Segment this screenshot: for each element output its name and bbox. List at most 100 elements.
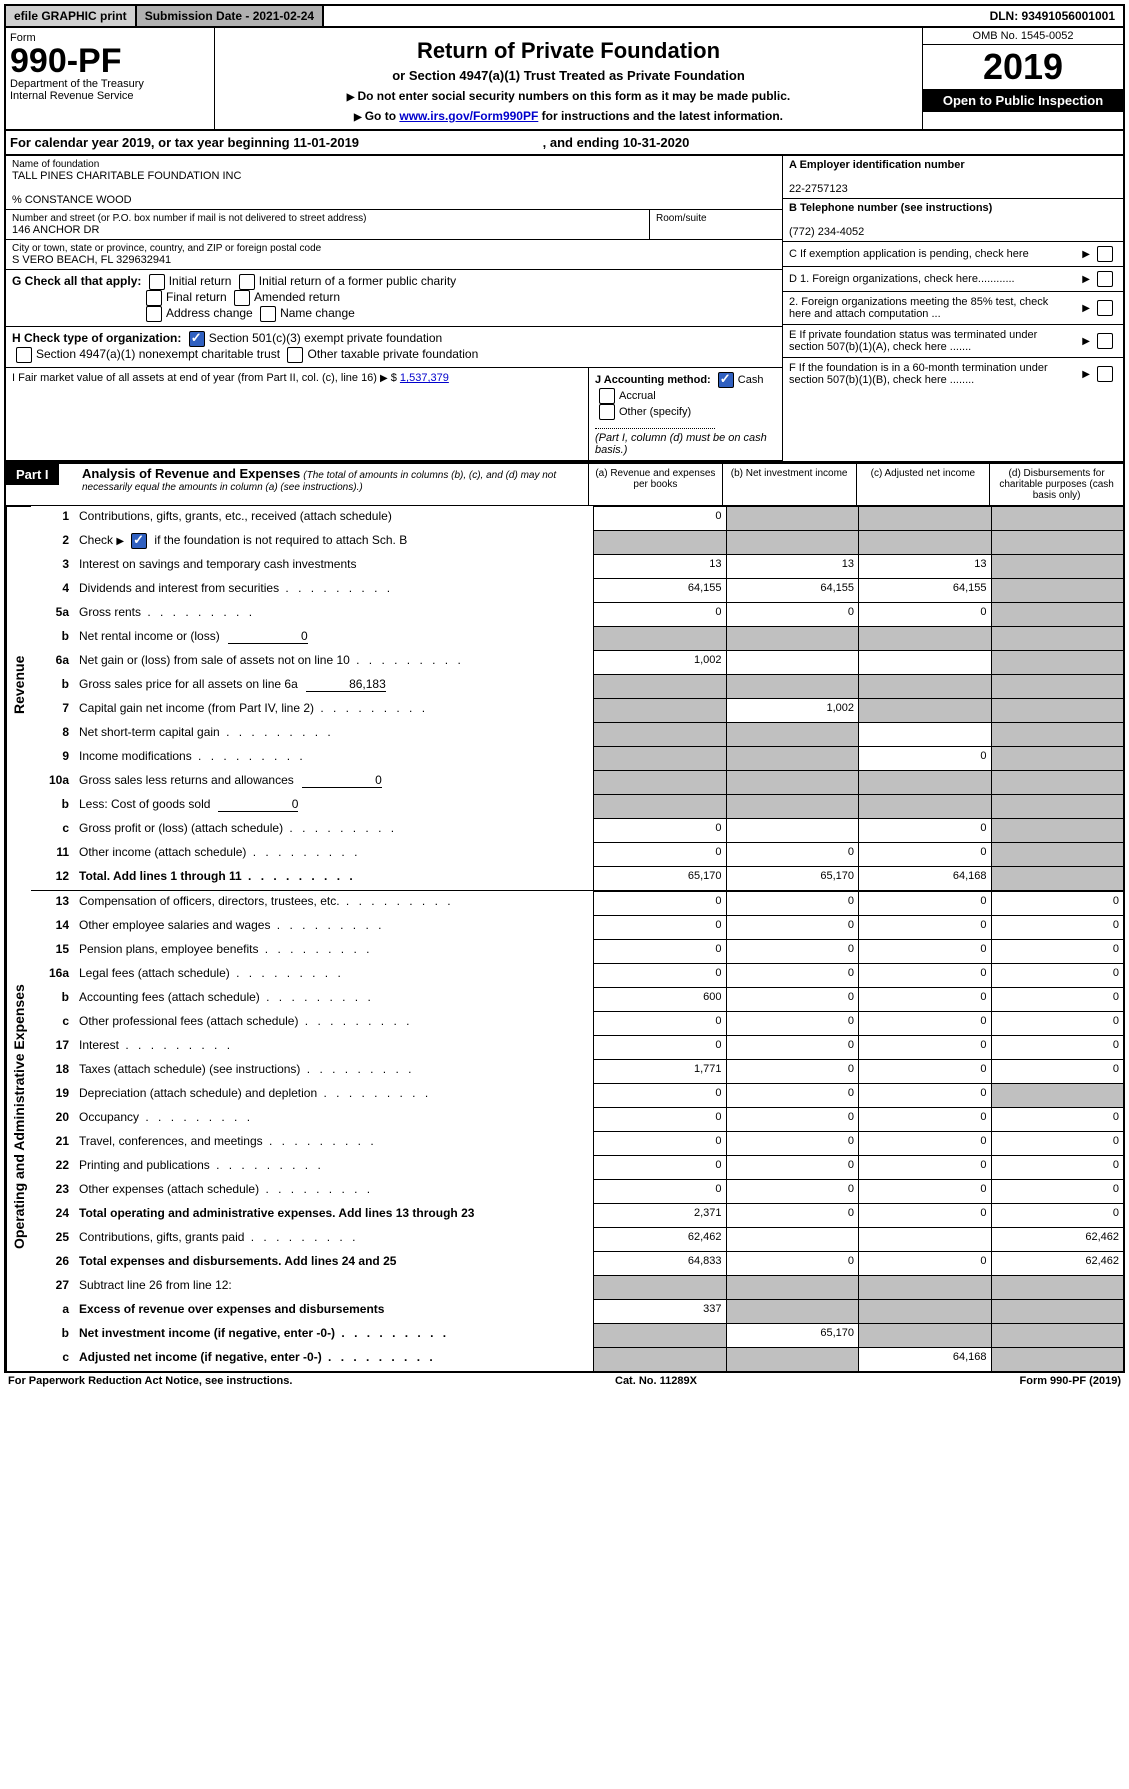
section-ij: I Fair market value of all assets at end…	[6, 368, 782, 461]
other-taxable-checkbox[interactable]	[287, 347, 303, 363]
data-cell	[727, 746, 860, 770]
info-right: A Employer identification number 22-2757…	[782, 156, 1123, 461]
data-cell	[992, 1347, 1124, 1371]
data-cell	[727, 1275, 860, 1299]
row-description: Total operating and administrative expen…	[75, 1203, 594, 1227]
data-cell: 64,833	[594, 1251, 727, 1275]
row-description: Other income (attach schedule)	[75, 842, 594, 866]
city-cell: City or town, state or province, country…	[6, 240, 782, 270]
dln-label: DLN: 93491056001001	[982, 6, 1123, 26]
row-number: 14	[31, 915, 75, 939]
section-j: J Accounting method: Cash Accrual Other …	[589, 368, 782, 460]
data-cell	[992, 626, 1124, 650]
check-g: G Check all that apply: Initial return I…	[6, 270, 782, 327]
c-checkbox[interactable]	[1097, 246, 1113, 262]
final-return-checkbox[interactable]	[146, 290, 162, 306]
data-cell: 0	[859, 939, 992, 963]
address-change-label: Address change	[166, 306, 253, 320]
row-description: Pension plans, employee benefits	[75, 939, 594, 963]
data-cell	[992, 1083, 1124, 1107]
cash-label: Cash	[738, 374, 764, 386]
other-method-label: Other (specify)	[619, 406, 691, 418]
row-number: b	[31, 987, 75, 1011]
data-cell	[992, 1323, 1124, 1347]
city-label: City or town, state or province, country…	[12, 243, 776, 254]
row-number: 17	[31, 1035, 75, 1059]
data-cell	[594, 770, 727, 794]
data-cell	[992, 1299, 1124, 1323]
e-label: E If private foundation status was termi…	[789, 329, 1049, 353]
data-cell: 2,371	[594, 1203, 727, 1227]
data-cell: 337	[594, 1299, 727, 1323]
table-row: 11Other income (attach schedule)000	[31, 842, 1123, 866]
data-cell	[859, 674, 992, 698]
data-cell: 0	[727, 915, 860, 939]
data-cell	[859, 1275, 992, 1299]
omb-number: OMB No. 1545-0052	[923, 28, 1123, 45]
initial-former-checkbox[interactable]	[239, 274, 255, 290]
table-row: 22Printing and publications0000	[31, 1155, 1123, 1179]
j-note: (Part I, column (d) must be on cash basi…	[595, 432, 767, 456]
data-cell: 0	[594, 1155, 727, 1179]
d2-checkbox[interactable]	[1097, 300, 1113, 316]
address-change-checkbox[interactable]	[146, 306, 162, 322]
name-change-checkbox[interactable]	[260, 306, 276, 322]
table-row: 24Total operating and administrative exp…	[31, 1203, 1123, 1227]
tax-year: 2019	[923, 45, 1123, 89]
row-description: Accounting fees (attach schedule)	[75, 987, 594, 1011]
data-cell: 0	[992, 939, 1124, 963]
check-h: H Check type of organization: Section 50…	[6, 327, 782, 368]
row-number: 23	[31, 1179, 75, 1203]
data-cell	[992, 506, 1124, 530]
phone-value: (772) 234-4052	[789, 226, 864, 238]
sch-b-checkbox[interactable]	[131, 533, 147, 549]
data-cell: 0	[992, 1011, 1124, 1035]
initial-return-checkbox[interactable]	[149, 274, 165, 290]
row-description: Other employee salaries and wages	[75, 915, 594, 939]
side-labels: Revenue Operating and Administrative Exp…	[6, 506, 31, 1371]
data-cell	[992, 554, 1124, 578]
table-row: 12Total. Add lines 1 through 1165,17065,…	[31, 866, 1123, 891]
accrual-checkbox[interactable]	[599, 388, 615, 404]
data-cell: 0	[992, 1131, 1124, 1155]
data-cell	[992, 818, 1124, 842]
s501-checkbox[interactable]	[189, 331, 205, 347]
row-number: 20	[31, 1107, 75, 1131]
address-label: Number and street (or P.O. box number if…	[12, 213, 643, 224]
data-cell: 0	[992, 1155, 1124, 1179]
form-note-2: Go to www.irs.gov/Form990PF for instruct…	[221, 109, 916, 123]
data-cell	[859, 698, 992, 722]
row-description: Gross profit or (loss) (attach schedule)	[75, 818, 594, 842]
row-number: 9	[31, 746, 75, 770]
fmv-label: I Fair market value of all assets at end…	[12, 372, 377, 384]
cash-checkbox[interactable]	[718, 372, 734, 388]
table-row: 7Capital gain net income (from Part IV, …	[31, 698, 1123, 722]
row-number: 5a	[31, 602, 75, 626]
d1-checkbox[interactable]	[1097, 271, 1113, 287]
f-checkbox[interactable]	[1097, 366, 1113, 382]
data-cell: 0	[992, 915, 1124, 939]
amended-checkbox[interactable]	[234, 290, 250, 306]
s4947-label: Section 4947(a)(1) nonexempt charitable …	[36, 347, 280, 361]
row-description: Travel, conferences, and meetings	[75, 1131, 594, 1155]
table-row: 25Contributions, gifts, grants paid62,46…	[31, 1227, 1123, 1251]
table-row: 8Net short-term capital gain	[31, 722, 1123, 746]
data-cell: 0	[859, 818, 992, 842]
other-method-checkbox[interactable]	[599, 404, 615, 420]
data-cell	[992, 770, 1124, 794]
row-number: 11	[31, 842, 75, 866]
row-number: c	[31, 1347, 75, 1371]
e-checkbox[interactable]	[1097, 333, 1113, 349]
irs-link[interactable]: www.irs.gov/Form990PF	[399, 109, 538, 123]
data-cell	[992, 842, 1124, 866]
row-number: 16a	[31, 963, 75, 987]
row-number: b	[31, 674, 75, 698]
calendar-year-row: For calendar year 2019, or tax year begi…	[4, 131, 1125, 156]
data-cell	[727, 1227, 860, 1251]
s4947-checkbox[interactable]	[16, 347, 32, 363]
data-cell: 0	[594, 1035, 727, 1059]
fmv-link[interactable]: 1,537,379	[400, 372, 449, 384]
data-cell: 0	[594, 602, 727, 626]
data-cell: 0	[727, 1179, 860, 1203]
efile-button[interactable]: efile GRAPHIC print	[6, 6, 137, 26]
